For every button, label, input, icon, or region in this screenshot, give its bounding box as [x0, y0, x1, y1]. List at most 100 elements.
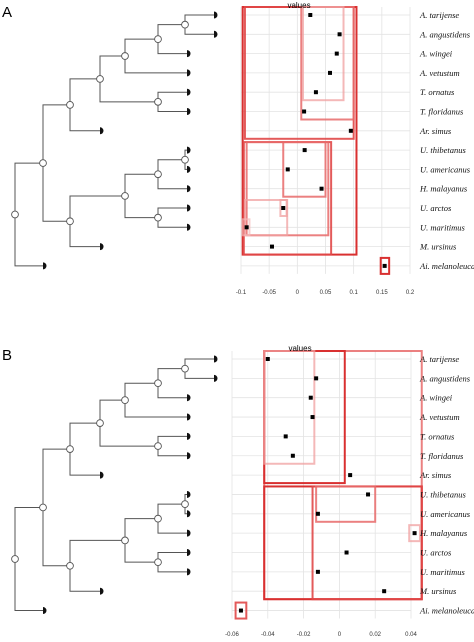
species-label: Ar. simus	[419, 126, 452, 136]
data-point	[308, 395, 313, 400]
data-point	[348, 128, 353, 133]
panel-label-b: B	[2, 347, 12, 364]
tree-tip	[214, 30, 218, 38]
data-point	[344, 550, 349, 555]
x-tick-label: 0.15	[376, 290, 388, 296]
group-boxes-b	[234, 350, 423, 620]
tree-branch	[42, 104, 70, 164]
tree-branch	[184, 358, 214, 369]
species-labels-b: A. tarijense A. angustidens A. wingei A. ve…	[419, 354, 474, 616]
x-tick-label: 0.2	[406, 290, 415, 296]
phylogenetic-tree-a	[11, 11, 218, 270]
gridlines-b	[231, 351, 412, 619]
tree-node	[154, 35, 162, 43]
tree-branch	[157, 24, 185, 40]
data-point	[244, 225, 249, 230]
species-label: T. ornatus	[420, 87, 455, 97]
panel-a: A -0.1 -0.05 0 0.05 0.1 0.15 0.2 values A. tar…	[2, 1, 474, 296]
tree-branch	[69, 422, 100, 450]
tree-node	[66, 217, 74, 226]
tree-branch	[99, 399, 125, 424]
tree-branch	[99, 78, 158, 103]
species-label: T. floridanus	[420, 451, 464, 461]
points-b	[238, 357, 417, 613]
x-tick-label: 0.02	[369, 632, 381, 638]
species-label: T. floridanus	[420, 107, 464, 117]
tree-node	[154, 514, 162, 523]
tree-branch	[69, 565, 100, 592]
tree-branch	[69, 449, 100, 476]
species-label: Ar. simus	[419, 470, 452, 480]
species-label: T. ornatus	[420, 431, 455, 441]
x-tick-label: -0.1	[236, 290, 247, 296]
tree-node	[66, 445, 74, 453]
group-box	[311, 485, 423, 601]
data-point	[285, 167, 290, 172]
tree-node	[181, 364, 189, 373]
species-label: M. ursinus	[419, 586, 457, 596]
tree-node	[181, 500, 189, 508]
data-point	[314, 376, 319, 381]
tree-node	[96, 419, 104, 427]
species-label: A. tarijense	[419, 354, 459, 364]
axis-title-a: values	[287, 1, 310, 10]
tree-tip	[187, 204, 191, 212]
tree-tip	[100, 587, 104, 595]
x-tick-label: 0	[338, 632, 342, 638]
species-label: H. malayanus	[419, 184, 468, 194]
group-box	[242, 141, 333, 256]
tree-branch	[184, 14, 214, 25]
x-axis-b: -0.06 -0.04 -0.02 0 0.02 0.04	[225, 632, 417, 638]
data-point	[412, 531, 417, 536]
species-label: A. angustidens	[419, 373, 471, 383]
data-point	[269, 244, 274, 249]
data-point	[366, 492, 371, 497]
group-box	[243, 199, 289, 237]
tree-branch	[124, 518, 158, 541]
tree-node	[181, 155, 189, 164]
data-point	[302, 109, 307, 114]
tree-node	[121, 396, 129, 404]
species-label: U. arctos	[420, 548, 452, 558]
tree-branch	[124, 400, 187, 418]
species-label: U. maritimus	[420, 567, 466, 577]
tree-branch	[14, 506, 43, 559]
species-label: Ai. melanoleuca	[419, 606, 474, 616]
tree-node	[66, 561, 74, 570]
tree-branch	[69, 104, 100, 132]
data-point	[281, 206, 286, 210]
group-box	[408, 524, 421, 543]
axis-title-b: values	[288, 344, 311, 353]
species-label: U. americanus	[420, 509, 471, 519]
group-box	[315, 485, 377, 523]
tree-tip	[187, 452, 191, 460]
group-box	[279, 199, 288, 217]
tree-branch	[157, 174, 187, 190]
species-label: Ai. melanoleuca	[419, 261, 474, 271]
tree-tip	[187, 69, 191, 77]
tree-node	[154, 97, 162, 106]
species-label: U. americanus	[420, 164, 471, 174]
tree-branch	[157, 368, 185, 384]
species-label: U. arctos	[420, 203, 452, 213]
phylogenetic-tree-b	[11, 355, 218, 615]
tree-branch	[42, 163, 70, 222]
x-axis-a: -0.1 -0.05 0 0.05 0.1 0.15 0.2	[236, 290, 415, 296]
species-label: U. thibetanus	[420, 489, 466, 499]
tree-node	[121, 192, 129, 200]
panel-label-a: A	[2, 4, 12, 21]
tree-node	[154, 170, 162, 179]
data-point	[315, 511, 320, 516]
group-box	[379, 256, 391, 275]
tree-branch	[157, 207, 187, 218]
tree-branch	[157, 39, 187, 55]
tree-tip	[187, 413, 191, 421]
tree-branch	[42, 507, 70, 567]
data-point	[265, 357, 270, 361]
tree-tip	[187, 510, 191, 518]
tree-node	[181, 20, 189, 29]
x-tick-label: 0	[296, 290, 300, 296]
x-tick-label: -0.02	[297, 632, 311, 638]
tree-tip	[187, 88, 191, 96]
